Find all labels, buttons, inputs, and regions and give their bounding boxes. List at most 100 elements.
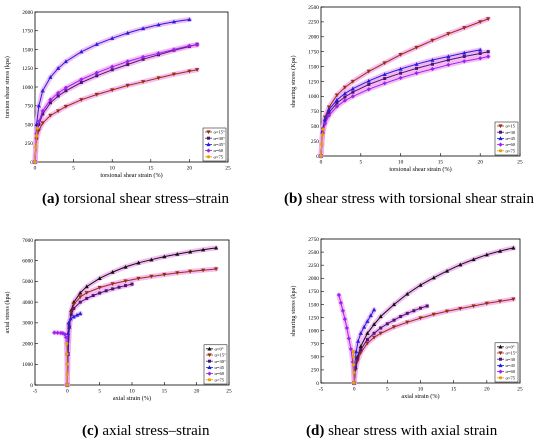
data-point [405,320,410,325]
data-point [48,113,53,118]
data-point [382,72,387,77]
y-axis-label: axial stress (kpa) [4,292,11,334]
data-point [79,77,84,82]
legend-label: α=0° [215,346,224,351]
data-point [123,264,128,269]
legend-label: α=30 [506,130,516,135]
data-point [125,83,130,88]
data-point [365,338,369,342]
legend-marker [498,142,503,147]
data-point [124,284,128,288]
data-point [353,365,357,369]
x-tick-label: 5 [386,387,389,393]
x-axis-label: torsional shear strain (%) [100,172,162,179]
data-point [97,276,102,281]
data-point [366,87,371,92]
data-point [79,49,84,54]
data-point [371,307,377,312]
data-point [478,51,482,55]
data-point [326,113,332,118]
data-point [56,109,61,114]
series-line-3 [320,56,489,157]
series-band [318,16,491,159]
legend-marker [498,351,503,356]
data-point [391,302,397,307]
data-point [351,355,356,359]
data-point [430,66,435,72]
data-point [372,331,376,335]
legend-marker [206,155,211,159]
y-tick-label: 1000 [22,85,33,91]
data-point [511,245,516,250]
data-point [55,330,60,335]
data-point [354,349,359,354]
data-point [56,94,60,98]
data-point [365,319,370,323]
data-point [511,297,516,302]
legend-label: α=15 [506,124,516,129]
y-tick-label: 1000 [308,94,319,100]
data-point [65,362,69,366]
legend-label: α=15° [214,130,226,135]
data-point [52,330,57,335]
legend-marker [206,148,211,153]
data-point [385,322,389,326]
data-point [471,304,476,309]
data-point [40,121,45,126]
data-point [84,284,89,289]
x-tick-label: 20 [484,387,490,393]
data-point [48,75,53,79]
series-band [351,296,516,386]
data-point [94,70,99,75]
data-point [419,306,422,310]
data-point [67,325,71,329]
y-tick-label: 4000 [22,300,33,306]
data-point [110,64,115,69]
chart-panel-0: 0 5 10 15 20 25025050075010001250150017502000… [4,10,231,179]
data-point [110,282,115,287]
data-point [48,101,52,105]
x-tick-label: 10 [110,166,116,172]
data-point [65,383,69,387]
x-tick-label: 25 [517,387,523,393]
data-point [94,92,99,97]
data-point [446,54,451,59]
data-point [359,347,363,351]
data-point [462,26,467,30]
x-tick-label: 0 [66,389,69,395]
data-point [66,320,71,325]
data-point [398,75,403,81]
x-tick-label: 10 [398,160,404,166]
data-point [34,134,39,138]
caption-a-text: torsional shear stress–strain [59,191,230,207]
data-point [425,304,429,308]
data-point [125,59,130,64]
data-point [486,17,491,22]
y-tick-label: 3000 [22,321,33,327]
y-tick-label: 1750 [308,50,319,56]
data-point [35,126,39,130]
data-point [398,53,403,57]
series-line-1 [353,298,514,384]
data-point [33,160,37,164]
legend-marker [207,136,210,140]
data-point [368,313,373,318]
data-point [343,95,347,99]
y-tick-label: 5000 [22,279,33,285]
data-point [64,89,68,93]
data-point [149,257,154,262]
data-point [348,346,353,352]
x-tick-label: 15 [148,166,154,172]
data-point [350,79,355,84]
caption-b: (b) shear stress with torsional shear st… [284,191,534,208]
data-point [366,78,371,83]
x-tick-label: 25 [225,166,231,172]
legend-marker [206,130,211,135]
data-point [65,331,71,335]
x-tick-label: 0 [353,387,356,393]
data-point [65,352,69,356]
legend-label: α=15° [506,351,518,356]
data-point [327,110,331,114]
legend-marker [498,149,503,153]
y-tick-label: 2500 [308,5,319,11]
